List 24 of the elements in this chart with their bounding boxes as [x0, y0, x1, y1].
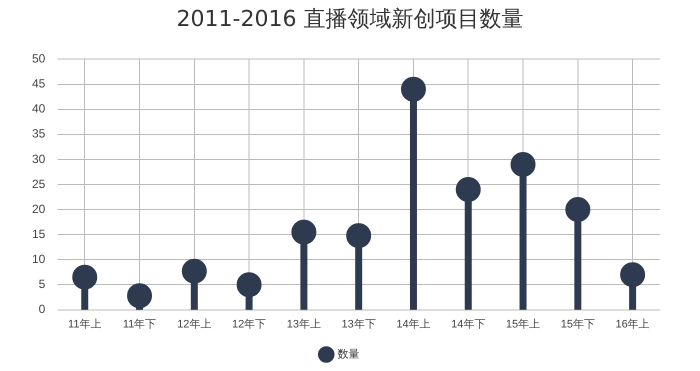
- y-tick-label: 10: [32, 252, 46, 266]
- y-tick-label: 0: [38, 302, 46, 316]
- chart-title: 2011-2016 直播领域新创项目数量: [176, 6, 524, 34]
- x-tick-label: 13年上: [286, 317, 322, 330]
- x-tick-label: 12年上: [177, 317, 212, 330]
- y-tick-label: 15: [32, 226, 46, 241]
- legend-label: 数量: [337, 348, 360, 361]
- x-tick-label: 14年下: [451, 318, 486, 330]
- x-tick-label: 15年上: [506, 317, 540, 330]
- y-tick-label: 35: [32, 126, 46, 141]
- x-tick-label: 12年下: [232, 318, 266, 330]
- y-tick-label: 25: [32, 176, 46, 191]
- x-tick-label: 13年下: [342, 318, 376, 330]
- y-tick-label: 30: [32, 152, 46, 166]
- y-tick-label: 50: [32, 52, 46, 66]
- x-tick-label: 11年下: [122, 318, 156, 330]
- y-tick-label: 20: [32, 202, 46, 216]
- x-tick-label: 16年上: [615, 317, 650, 330]
- y-tick-label: 5: [38, 277, 46, 292]
- y-tick-label: 45: [32, 76, 46, 91]
- x-tick-label: 11年上: [68, 317, 102, 330]
- y-tick-label: 40: [32, 102, 46, 116]
- x-tick-label: 15年下: [560, 318, 595, 330]
- x-tick-label: 14年上: [396, 317, 431, 330]
